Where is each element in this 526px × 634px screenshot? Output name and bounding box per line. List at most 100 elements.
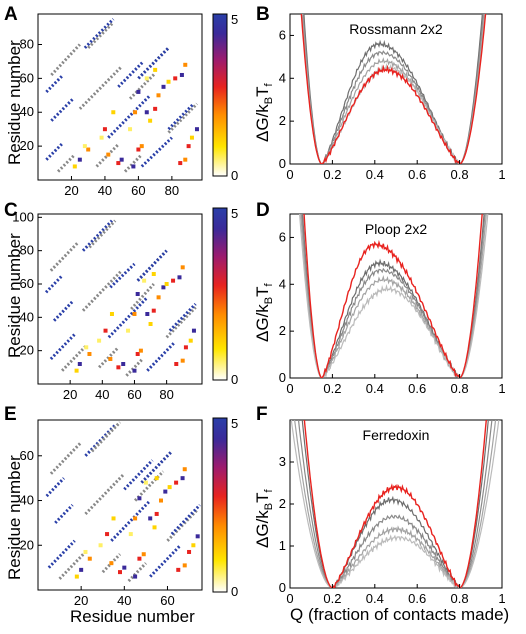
- colorbar-c: [212, 207, 228, 381]
- landscape-b-red-curve: [300, 14, 487, 164]
- landscape-f-xtick-label: 0.6: [408, 591, 426, 606]
- contact-map-e-folding-spot: [122, 565, 127, 570]
- contact-map-e-ytick-label: 40: [20, 493, 34, 508]
- contact-map-c-folding-contact-line: [109, 262, 136, 289]
- contact-map-a-folding-spot: [136, 89, 141, 94]
- contact-map-c-folding-spot: [74, 368, 79, 373]
- contact-map-c-native-contact-line: [61, 344, 88, 372]
- contact-map-c-folding-spot: [132, 368, 137, 373]
- contact-map-e-folding-spot: [180, 476, 185, 481]
- contact-map-c-folding-spot: [174, 362, 179, 366]
- panel-letter-f: F: [256, 404, 268, 425]
- contact-map-c-native-contact-line: [81, 269, 123, 312]
- landscape-f-xtick-label: 0.8: [451, 591, 469, 606]
- landscape-f-gray-curve: [290, 420, 500, 588]
- contact-map-c-folding-spot: [132, 312, 137, 316]
- contact-map-a-folding-contact-line: [83, 18, 115, 49]
- landscape-f-xlabel: Q (fraction of contacts made): [290, 605, 509, 624]
- landscape-b-ytick-label: 0: [279, 156, 286, 171]
- contact-map-c-folding-spot: [183, 345, 188, 350]
- contact-map-a-folding-spot: [136, 147, 141, 152]
- contact-map-e-folding-spot: [133, 574, 138, 579]
- landscape-d-ytick-label: 6: [279, 229, 286, 244]
- contact-map-e-folding-spot: [163, 489, 168, 494]
- contact-map-e-folding-spot: [128, 532, 133, 537]
- contact-map-c-folding-spot: [164, 282, 169, 286]
- colorbar-c-max-label: 5: [231, 206, 238, 221]
- contact-map-c-ytick-label: 60: [20, 276, 34, 291]
- contact-map-a-folding-spot: [153, 106, 158, 111]
- contact-map-e-folding-spot: [167, 485, 172, 490]
- contact-map-c-folding-contact-line: [52, 299, 75, 322]
- contact-map-c-folding-spot: [135, 352, 140, 356]
- landscape-f-xtick-label: 0.2: [323, 591, 341, 606]
- landscape-f-xtick-label: 0: [286, 591, 293, 606]
- contact-map-e-native-contact-line: [90, 421, 122, 453]
- panel-letter-a: A: [4, 4, 18, 25]
- contact-map-e-folding-spot: [174, 480, 179, 485]
- contact-map-c-xtick-label: 60: [127, 387, 141, 402]
- landscape-b-xtick-label: 0.8: [451, 167, 469, 182]
- contact-map-c-folding-spot: [151, 272, 156, 276]
- contact-map-a-folding-spot: [116, 161, 121, 166]
- contact-map-a-folding-spot: [139, 144, 144, 149]
- contact-map-c-folding-spot: [180, 265, 185, 270]
- contact-map-e-folding-spot: [176, 567, 181, 572]
- landscape-b-frame: [289, 13, 503, 165]
- panel-letter-b: B: [256, 4, 270, 25]
- contact-map-c-folding-contact-line: [49, 332, 77, 361]
- contact-map-a-xtick-label: 60: [131, 183, 145, 198]
- contact-map-e-folding-spot: [111, 516, 116, 521]
- landscape-f-ytick-label: 1: [279, 538, 286, 553]
- contact-map-c-native-contact-line: [130, 282, 155, 311]
- contact-map-a-folding-spot: [179, 72, 184, 77]
- contact-map-a-folding-spot: [72, 164, 77, 169]
- contact-map-e-folding-spot: [159, 498, 163, 503]
- contact-map-e-folding-contact-line: [45, 477, 65, 498]
- contact-map-a-native-contact-line: [87, 21, 115, 49]
- contact-map-a-folding-spot: [144, 110, 149, 115]
- contact-map-e-folding-spot: [87, 556, 92, 561]
- contact-map-c-folding-spot: [161, 285, 166, 290]
- contact-map-e-folding-spot: [187, 549, 192, 554]
- contact-map-a-folding-spot: [153, 67, 158, 72]
- landscape-f-ytick-label: 3: [279, 454, 286, 469]
- contact-map-e-folding-spot: [154, 511, 159, 516]
- contact-map-e-folding-spot: [137, 496, 142, 501]
- landscape-b-ylabel: ΔG/kBTf: [253, 82, 275, 142]
- contact-map-e-folding-spot: [141, 552, 146, 557]
- contact-map-a-native-contact-line: [78, 65, 123, 110]
- landscape-f-ytick-label: 2: [279, 496, 286, 511]
- contact-map-a-ytick-label: 20: [20, 138, 34, 153]
- contact-map-c-ylabel: Residue number: [5, 233, 24, 358]
- colorbar-a-max-label: 5: [231, 12, 238, 27]
- landscape-d-curves: [298, 214, 489, 378]
- landscape-b-ytick-label: 6: [279, 27, 286, 42]
- landscape-b-ytick-label: 2: [279, 113, 286, 128]
- colorbar-e-min-label: 0: [231, 584, 238, 599]
- contact-map-e-folding-spot: [182, 467, 187, 472]
- contact-map-e-folding-spot: [133, 516, 138, 521]
- contact-map-a-folding-spot: [86, 147, 91, 152]
- contact-map-a-ytick-label: 60: [20, 70, 34, 85]
- contact-map-c-folding-spot: [126, 328, 131, 333]
- contact-map-c-folding-contact-line: [107, 296, 149, 339]
- contact-map-a-folding-spot: [131, 164, 136, 169]
- contact-map-a-folding-contact-line: [117, 60, 145, 88]
- contact-map-a-folding-spot: [178, 161, 183, 166]
- contact-map-c-xtick-label: 40: [95, 387, 109, 402]
- contact-map-c-folding-spot: [77, 362, 82, 366]
- contact-map-e-folding-spot: [79, 567, 84, 572]
- contact-map-e-native-contact-line: [84, 472, 126, 515]
- contact-map-a-folding-contact-line: [137, 46, 170, 80]
- contact-map-e-folding-spot: [105, 532, 110, 537]
- contact-map-a-folding-spot: [102, 127, 107, 132]
- contact-map-e-folding-spot: [148, 516, 153, 521]
- contact-map-e-folding-spot: [154, 476, 159, 481]
- contact-map-a-folding-spot: [183, 62, 188, 67]
- landscape-d-frame: [289, 213, 503, 379]
- contact-map-a-folding-spot: [106, 152, 111, 157]
- contact-map-c-folding-contact-line: [146, 341, 176, 372]
- panel-letter-d: D: [256, 200, 270, 221]
